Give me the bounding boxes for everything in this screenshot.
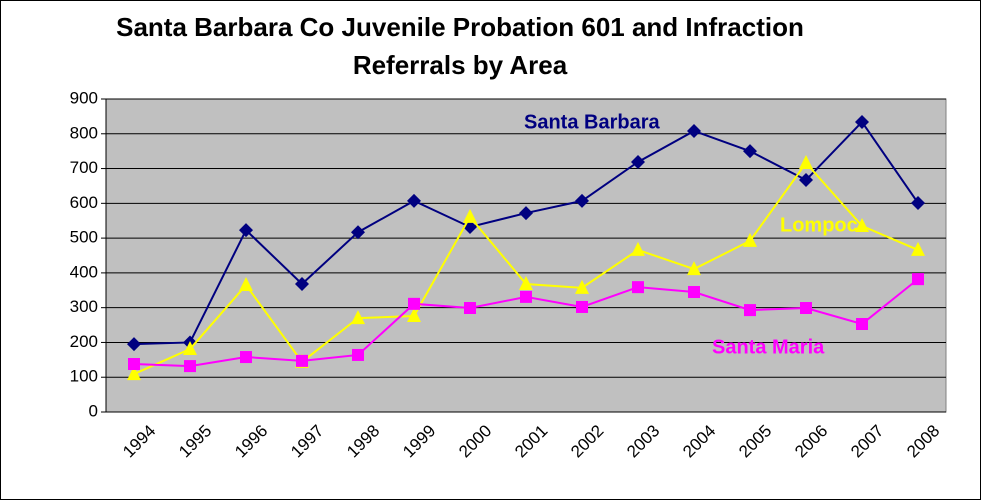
y-tick-label: 200 — [70, 332, 98, 351]
marker — [631, 241, 645, 256]
y-tick-label: 0 — [89, 401, 98, 420]
series-label: Santa Barbara — [524, 111, 660, 133]
marker — [911, 241, 925, 256]
marker — [631, 154, 645, 169]
marker — [295, 277, 309, 292]
marker — [743, 232, 757, 247]
series-label: Santa Maria — [712, 336, 825, 358]
marker — [519, 206, 533, 221]
marker — [576, 300, 588, 313]
marker — [856, 318, 868, 331]
marker — [463, 208, 477, 223]
marker — [408, 297, 420, 310]
y-tick-label: 100 — [70, 367, 98, 386]
plot-area — [105, 98, 947, 413]
marker — [800, 302, 812, 315]
marker — [575, 193, 589, 208]
marker — [128, 358, 140, 371]
marker — [687, 123, 701, 138]
y-tick-label: 400 — [70, 262, 98, 281]
y-tick-label: 500 — [70, 228, 98, 247]
marker — [296, 354, 308, 367]
marker — [575, 279, 589, 294]
chart-title: Santa Barbara Co Juvenile Probation 601 … — [116, 12, 804, 80]
marker — [407, 193, 421, 208]
marker — [687, 261, 701, 276]
marker — [632, 281, 644, 294]
marker — [520, 290, 532, 303]
marker — [352, 348, 364, 361]
marker — [183, 341, 197, 356]
series-label: Lompoc — [780, 214, 858, 236]
title-box: Santa Barbara Co Juvenile Probation 601 … — [116, 12, 804, 80]
marker — [407, 308, 421, 323]
marker — [519, 276, 533, 291]
marker — [184, 360, 196, 373]
marker — [239, 277, 253, 292]
marker — [127, 366, 141, 381]
marker — [912, 273, 924, 286]
y-tick-label: 700 — [70, 158, 98, 177]
marker — [855, 217, 869, 232]
marker — [240, 351, 252, 364]
marker — [351, 310, 365, 325]
y-tick-label: 300 — [70, 297, 98, 316]
marker — [743, 144, 757, 159]
marker — [351, 225, 365, 240]
y-tick-label: 600 — [70, 193, 98, 212]
marker — [464, 302, 476, 315]
marker — [799, 173, 813, 188]
y-tick-label: 900 — [70, 88, 98, 107]
marker — [239, 223, 253, 238]
y-tick-label: 800 — [70, 123, 98, 142]
marker — [688, 286, 700, 299]
marker — [744, 304, 756, 317]
marker — [799, 154, 813, 169]
marker — [127, 337, 141, 352]
marker — [855, 114, 869, 129]
marker — [911, 195, 925, 210]
